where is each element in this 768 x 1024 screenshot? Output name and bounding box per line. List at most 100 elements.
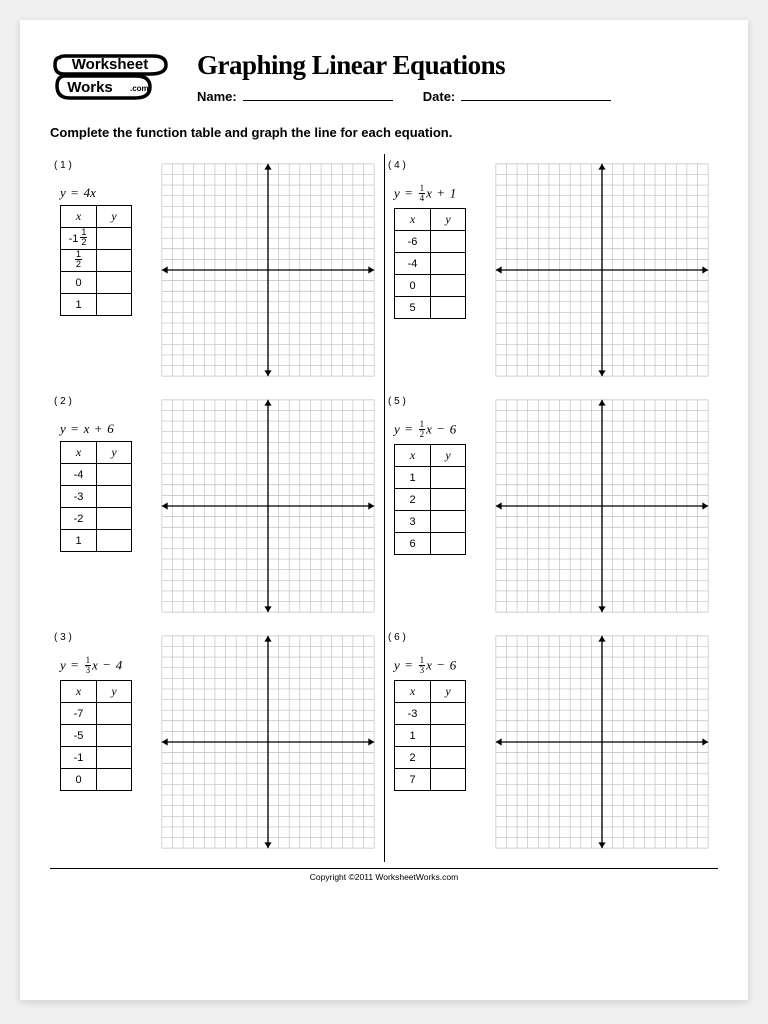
name-line[interactable] xyxy=(243,87,393,101)
y-cell[interactable] xyxy=(97,530,132,552)
logo-tld: .com xyxy=(130,84,149,93)
x-cell[interactable]: -5 xyxy=(61,725,97,747)
y-header: y xyxy=(431,445,466,467)
y-cell[interactable] xyxy=(431,231,466,253)
table-row: 1 xyxy=(61,294,132,316)
logo-text-1: Worksheet xyxy=(72,56,148,73)
date-line[interactable] xyxy=(461,87,611,101)
graph-area[interactable] xyxy=(158,396,378,616)
y-cell[interactable] xyxy=(431,489,466,511)
vertical-separator xyxy=(384,154,385,862)
x-cell[interactable]: 7 xyxy=(395,769,431,791)
problem-number: ( 1 ) xyxy=(54,160,152,171)
footer-copyright: Copyright ©2011 WorksheetWorks.com xyxy=(50,868,718,882)
table-header-row: x y xyxy=(61,206,132,228)
function-table: x y -1121201 xyxy=(60,205,132,316)
x-cell[interactable]: 1 xyxy=(61,530,97,552)
x-cell[interactable]: 2 xyxy=(395,747,431,769)
y-header: y xyxy=(97,442,132,464)
x-cell[interactable]: 3 xyxy=(395,511,431,533)
y-cell[interactable] xyxy=(431,297,466,319)
y-cell[interactable] xyxy=(97,294,132,316)
x-cell[interactable]: -1 xyxy=(61,747,97,769)
table-row: 5 xyxy=(395,297,466,319)
x-cell[interactable]: -6 xyxy=(395,231,431,253)
x-header: x xyxy=(61,681,97,703)
x-cell[interactable]: 1 xyxy=(61,294,97,316)
problem-5: ( 5 ) y = 12x − 6 x y 1236 xyxy=(384,390,718,626)
x-cell[interactable]: 0 xyxy=(61,272,97,294)
table-row: 6 xyxy=(395,533,466,555)
y-header: y xyxy=(97,681,132,703)
table-header-row: x y xyxy=(395,209,466,231)
table-row: -6 xyxy=(395,231,466,253)
x-cell[interactable]: 5 xyxy=(395,297,431,319)
x-cell[interactable]: 1 xyxy=(395,467,431,489)
table-row: -3 xyxy=(61,486,132,508)
y-cell[interactable] xyxy=(97,464,132,486)
function-table: x y -7-5-10 xyxy=(60,680,132,791)
x-cell[interactable]: -3 xyxy=(61,486,97,508)
problems-grid: ( 1 ) y = 4x x y -1121201 ( 4 ) y = 14x … xyxy=(50,154,718,862)
y-cell[interactable] xyxy=(97,769,132,791)
y-header: y xyxy=(97,206,132,228)
x-cell[interactable]: -112 xyxy=(61,228,97,250)
function-table: x y -3127 xyxy=(394,680,466,791)
y-cell[interactable] xyxy=(97,703,132,725)
problem-left: ( 4 ) y = 14x + 1 x y -6-405 xyxy=(388,160,486,380)
y-cell[interactable] xyxy=(97,508,132,530)
table-row: 12 xyxy=(61,250,132,272)
table-row: -112 xyxy=(61,228,132,250)
table-header-row: x y xyxy=(61,442,132,464)
table-row: -4 xyxy=(395,253,466,275)
x-cell[interactable]: -7 xyxy=(61,703,97,725)
date-field: Date: xyxy=(423,87,612,104)
y-cell[interactable] xyxy=(97,747,132,769)
page-title: Graphing Linear Equations xyxy=(197,50,718,81)
x-header: x xyxy=(395,681,431,703)
graph-area[interactable] xyxy=(492,160,712,380)
y-cell[interactable] xyxy=(431,703,466,725)
table-row: 1 xyxy=(395,467,466,489)
y-cell[interactable] xyxy=(97,228,132,250)
y-cell[interactable] xyxy=(431,533,466,555)
table-row: 2 xyxy=(395,489,466,511)
y-cell[interactable] xyxy=(431,467,466,489)
x-cell[interactable]: 12 xyxy=(61,250,97,272)
y-cell[interactable] xyxy=(431,769,466,791)
problem-6: ( 6 ) y = 13x − 6 x y -3127 xyxy=(384,626,718,862)
x-cell[interactable]: -3 xyxy=(395,703,431,725)
graph-area[interactable] xyxy=(492,632,712,852)
logo: Worksheet Works .com xyxy=(50,50,185,111)
x-cell[interactable]: -2 xyxy=(61,508,97,530)
problem-left: ( 2 ) y = x + 6 x y -4-3-21 xyxy=(54,396,152,616)
problem-left: ( 1 ) y = 4x x y -1121201 xyxy=(54,160,152,380)
y-cell[interactable] xyxy=(97,272,132,294)
y-cell[interactable] xyxy=(431,747,466,769)
coordinate-grid xyxy=(492,632,712,852)
problem-left: ( 3 ) y = 13x − 4 x y -7-5-10 xyxy=(54,632,152,852)
table-row: -5 xyxy=(61,725,132,747)
worksheet-page: Worksheet Works .com Graphing Linear Equ… xyxy=(20,20,748,1000)
y-cell[interactable] xyxy=(431,253,466,275)
problem-number: ( 6 ) xyxy=(388,632,486,643)
x-cell[interactable]: -4 xyxy=(61,464,97,486)
coordinate-grid xyxy=(158,632,378,852)
y-cell[interactable] xyxy=(97,486,132,508)
x-cell[interactable]: 1 xyxy=(395,725,431,747)
x-cell[interactable]: 2 xyxy=(395,489,431,511)
graph-area[interactable] xyxy=(158,160,378,380)
x-cell[interactable]: 6 xyxy=(395,533,431,555)
graph-area[interactable] xyxy=(158,632,378,852)
y-cell[interactable] xyxy=(97,725,132,747)
graph-area[interactable] xyxy=(492,396,712,616)
x-cell[interactable]: 0 xyxy=(395,275,431,297)
y-cell[interactable] xyxy=(431,725,466,747)
y-cell[interactable] xyxy=(431,275,466,297)
logo-text-2: Works xyxy=(67,79,113,96)
y-cell[interactable] xyxy=(97,250,132,272)
x-cell[interactable]: -4 xyxy=(395,253,431,275)
equation: y = 14x + 1 xyxy=(394,185,486,204)
x-cell[interactable]: 0 xyxy=(61,769,97,791)
y-cell[interactable] xyxy=(431,511,466,533)
